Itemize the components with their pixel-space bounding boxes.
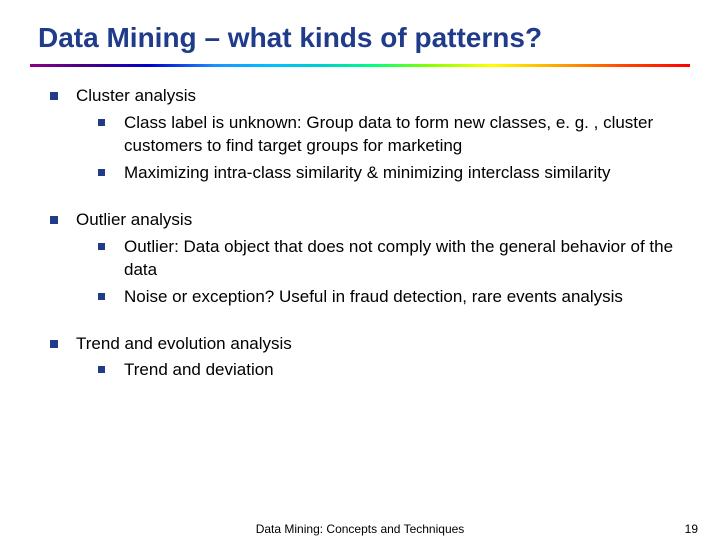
sub-bullet: Outlier: Data object that does not compl…	[98, 236, 680, 282]
sub-bullet: Maximizing intra-class similarity & mini…	[98, 162, 680, 185]
sub-bullet: Class label is unknown: Group data to fo…	[98, 112, 680, 158]
slide-content: Cluster analysis Class label is unknown:…	[0, 67, 720, 382]
page-number: 19	[685, 522, 698, 536]
bullet-heading: Trend and evolution analysis	[76, 334, 292, 353]
bullet-heading: Outlier analysis	[76, 210, 192, 229]
sub-bullet: Trend and deviation	[98, 359, 680, 382]
bullet-heading: Cluster analysis	[76, 86, 196, 105]
bullet-cluster-analysis: Cluster analysis Class label is unknown:…	[50, 85, 680, 185]
slide-title: Data Mining – what kinds of patterns?	[0, 0, 720, 64]
footer-text: Data Mining: Concepts and Techniques	[256, 522, 465, 536]
sub-bullet: Noise or exception? Useful in fraud dete…	[98, 286, 680, 309]
bullet-outlier-analysis: Outlier analysis Outlier: Data object th…	[50, 209, 680, 309]
bullet-trend-analysis: Trend and evolution analysis Trend and d…	[50, 333, 680, 383]
